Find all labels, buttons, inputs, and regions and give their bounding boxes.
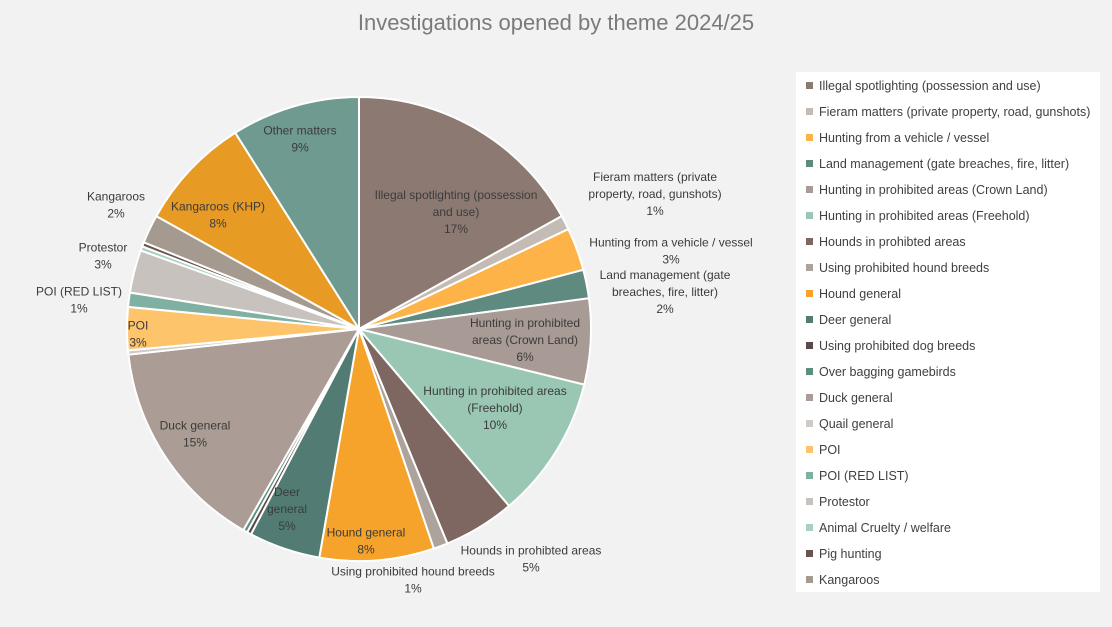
legend-swatch	[806, 472, 813, 480]
legend-item: Using prohibited dog breeds	[806, 337, 975, 355]
slice-label: Hunting from a vehicle / vessel 3%	[589, 236, 752, 267]
legend-label: Hunting from a vehicle / vessel	[819, 131, 990, 145]
slice-label: Land management (gate breaches, fire, lit…	[600, 268, 731, 316]
legend-label: Land management (gate breaches, fire, li…	[819, 157, 1070, 171]
legend-item: Hunting in prohibited areas (Crown Land)	[806, 181, 1048, 199]
legend-swatch	[806, 524, 813, 532]
legend-label: Duck general	[819, 391, 893, 405]
legend-label: Protestor	[819, 495, 870, 509]
legend-swatch	[806, 368, 813, 376]
pie-slice	[318, 328, 436, 562]
slice-label: Duck general 15%	[160, 419, 231, 450]
pie-slice	[233, 95, 360, 333]
legend-swatch	[806, 342, 813, 350]
legend-item: Hunting from a vehicle / vessel	[806, 129, 989, 147]
slice-label: Deer general 5%	[267, 485, 307, 533]
legend-item: Protestor	[806, 493, 870, 511]
legend-label: POI	[819, 443, 841, 457]
legend-label: Hunting in prohibited areas (Freehold)	[819, 209, 1030, 223]
chart-title: Investigations opened by theme 2024/25	[357, 10, 755, 35]
legend-swatch	[806, 212, 813, 220]
legend-item: Quail general	[806, 415, 893, 433]
slice-label: Hunting in prohibited areas (Freehold) 10%	[423, 384, 566, 432]
legend-item: POI	[806, 441, 841, 459]
legend-item: POI (RED LIST)	[806, 467, 909, 485]
legend-label: Using prohibited hound breeds	[819, 261, 990, 275]
slice-label: Protestor 3%	[79, 241, 128, 272]
pie-slice	[127, 327, 361, 532]
legend-swatch	[806, 550, 813, 558]
slice-label: Kangaroos (KHP) 8%	[171, 200, 265, 231]
legend-item: Fieram matters (private property, road, …	[806, 103, 1090, 121]
legend-item: Hunting in prohibited areas (Freehold)	[806, 207, 1030, 225]
legend-swatch	[806, 264, 813, 272]
legend-label: POI (RED LIST)	[819, 469, 909, 483]
legend-swatch	[806, 134, 813, 142]
legend-swatch	[806, 576, 813, 584]
legend-swatch	[806, 160, 813, 168]
legend-item: Hound general	[806, 285, 901, 303]
legend-label: Animal Cruelty / welfare	[819, 521, 951, 535]
legend-item: Kangaroos	[806, 571, 879, 589]
pie-slice	[358, 95, 564, 331]
legend-swatch	[806, 186, 813, 194]
legend-swatch	[806, 82, 813, 90]
legend-swatch	[806, 238, 813, 246]
legend-label: Hound general	[819, 287, 902, 301]
legend-item: Deer general	[806, 311, 891, 329]
legend-swatch	[806, 394, 813, 402]
legend-label: Hunting in prohibited areas (Crown Land)	[819, 183, 1048, 197]
legend-label: Deer general	[819, 313, 892, 327]
legend-swatch	[806, 498, 813, 506]
legend-label: Illegal spotlighting (possession and use…	[819, 79, 1041, 93]
slice-label: POI 3%	[128, 319, 149, 350]
legend-item: Pig hunting	[806, 545, 882, 563]
legend-item: Land management (gate breaches, fire, li…	[806, 155, 1069, 173]
slice-label: Hounds in prohibted areas 5%	[461, 544, 602, 575]
slice-label: Other matters 9%	[263, 124, 336, 155]
legend-swatch	[806, 446, 813, 454]
legend-label: Over bagging gamebirds	[819, 365, 956, 379]
legend-swatch	[806, 108, 813, 116]
legend-label: Quail general	[819, 417, 894, 431]
chart-legend: Illegal spotlighting (possession and use…	[796, 72, 1100, 592]
slice-label: Illegal spotlighting (possession and use)…	[375, 188, 538, 236]
slice-label: Kangaroos 2%	[87, 190, 145, 221]
pie-slice	[154, 131, 360, 330]
legend-label: Using prohibited dog breeds	[819, 339, 976, 353]
legend-label: Fieram matters (private property, road, …	[819, 105, 1091, 119]
slice-label: Fieram matters (private property, road, g…	[588, 170, 721, 218]
pie-slice	[356, 327, 586, 508]
slice-label: Hunting in prohibited areas (Crown Land) 6…	[470, 316, 580, 364]
legend-swatch	[806, 290, 813, 298]
legend-item: Illegal spotlighting (possession and use…	[806, 77, 1041, 95]
slice-label: POI (RED LIST) 1%	[36, 285, 122, 316]
legend-label: Hounds in prohibted areas	[819, 235, 966, 249]
legend-item: Hounds in prohibted areas	[806, 233, 966, 251]
legend-item: Over bagging gamebirds	[806, 363, 956, 381]
legend-item: Duck general	[806, 389, 893, 407]
legend-label: Pig hunting	[819, 547, 882, 561]
legend-item: Using prohibited hound breeds	[806, 259, 989, 277]
legend-label: Kangaroos	[819, 573, 880, 587]
legend-item: Animal Cruelty / welfare	[806, 519, 951, 537]
legend-swatch	[806, 316, 813, 324]
slice-label: Hound general 8%	[327, 526, 406, 557]
legend-swatch	[806, 420, 813, 428]
slice-label: Using prohibited hound breeds 1%	[331, 565, 494, 596]
